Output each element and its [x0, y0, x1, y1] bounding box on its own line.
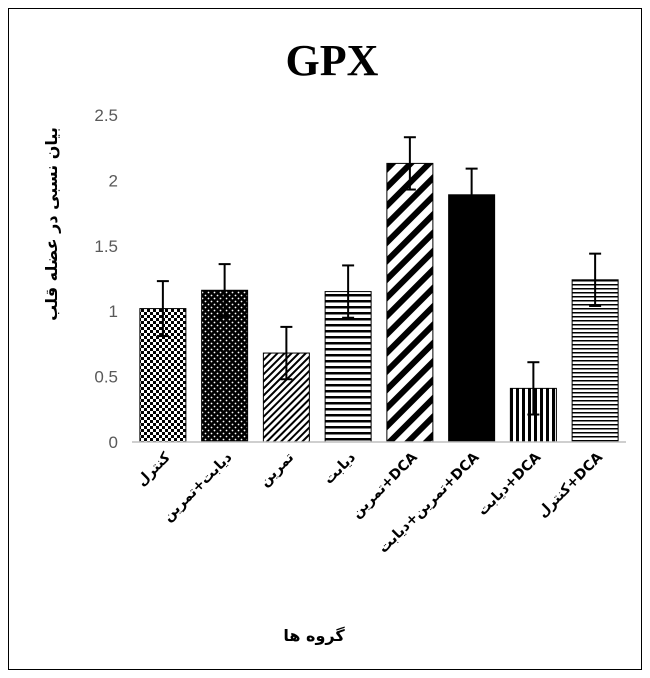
y-axis-ticks: 0 0.5 1 1.5 2 2.5 — [94, 106, 118, 452]
category-label: تمرین+دیابت+DCA — [376, 449, 483, 556]
error-bar — [465, 167, 478, 222]
category-label: دیابت — [321, 450, 359, 488]
category-label: دیابت+DCA — [475, 449, 545, 519]
error-bar — [280, 325, 293, 381]
chart-frame — [8, 8, 642, 670]
error-bar — [589, 252, 602, 307]
category-label: تمرین — [257, 450, 297, 490]
y-tick-label: 1 — [109, 302, 118, 321]
error-bar — [342, 264, 355, 319]
error-bars — [156, 136, 602, 416]
chart-title: GPX — [286, 36, 379, 85]
y-tick-label: 1.5 — [94, 237, 118, 256]
y-tick-label: 0 — [109, 433, 118, 452]
bars — [139, 162, 619, 443]
bar — [386, 162, 434, 443]
error-bar — [403, 136, 416, 191]
y-tick-label: 2.5 — [94, 106, 118, 125]
bar — [448, 194, 496, 443]
x-axis-title: گروه ها — [283, 626, 345, 645]
category-label: کنترل+DCA — [535, 449, 606, 520]
y-tick-label: 0.5 — [94, 368, 118, 387]
category-label: کنترل — [134, 449, 175, 490]
error-bar — [218, 263, 231, 318]
error-bar — [156, 280, 169, 338]
y-axis-title: بیان نسبی در عضله قلب — [42, 127, 61, 321]
y-tick-label: 2 — [109, 171, 118, 190]
error-bar — [527, 361, 540, 416]
